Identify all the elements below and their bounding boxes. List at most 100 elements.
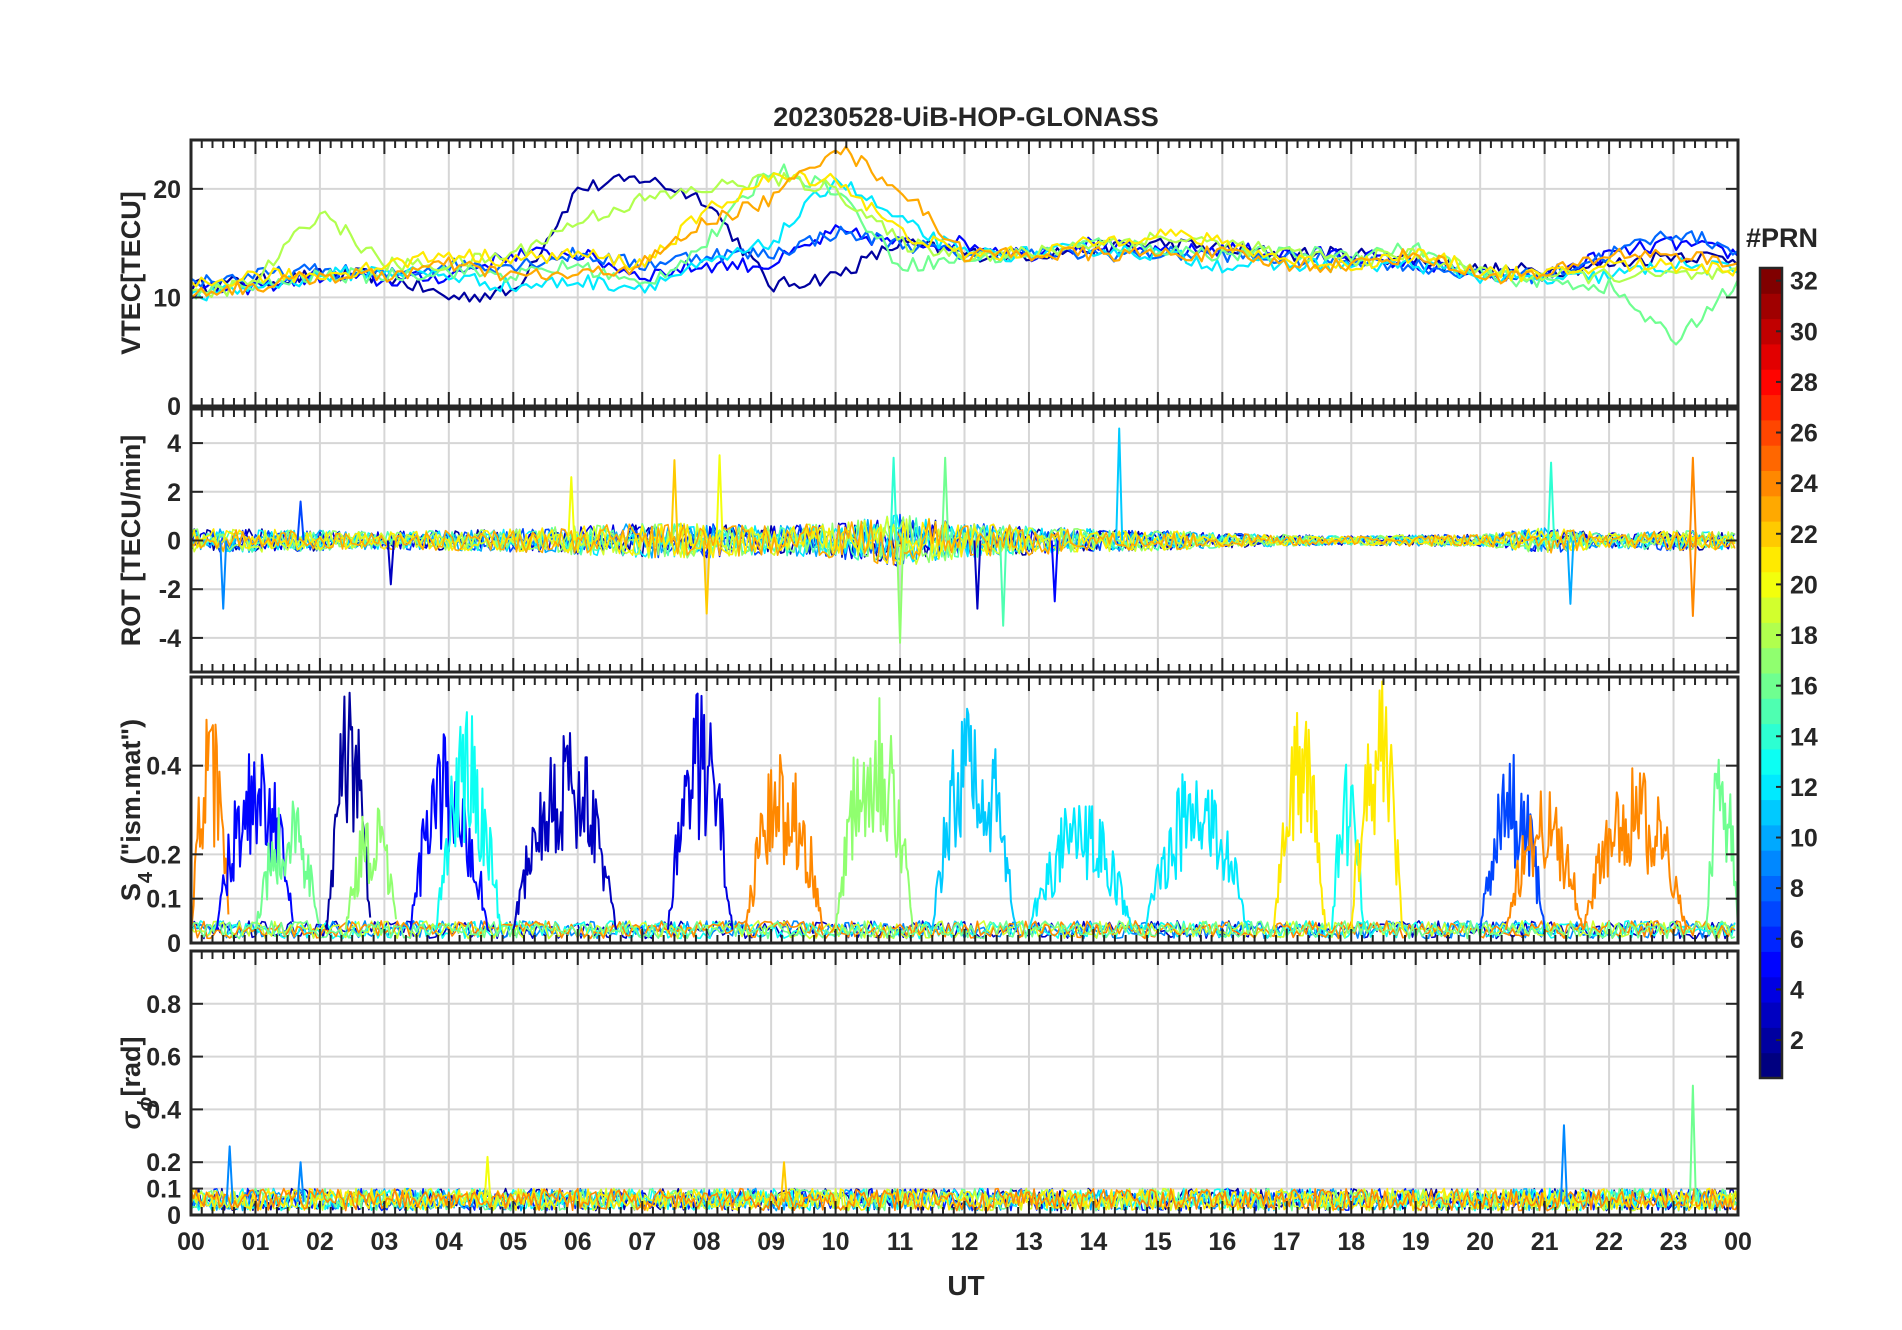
colorbar-segment [1760, 394, 1782, 421]
colorbar-tick-label: 10 [1790, 825, 1818, 853]
y-tick-label: 0.6 [146, 1044, 181, 1072]
plot-area-vtec [191, 145, 1738, 346]
x-tick-labels: 00 01 02 03 04 05 06 07 08 09 10 11 12 13 14 15 16 17 18 19… [177, 1228, 1752, 1256]
colorbar-tick-label: 32 [1790, 268, 1818, 296]
burst-prn-11 [931, 707, 1018, 930]
y-label-main: S [116, 883, 146, 901]
x-tick-label: 05 [499, 1228, 527, 1256]
colorbar-segment [1760, 521, 1782, 547]
colorbar-segment [1760, 824, 1782, 851]
x-ticks [190, 140, 1739, 407]
colorbar-segment [1760, 293, 1782, 320]
colorbar-title: #PRN [1746, 223, 1818, 253]
spike-prn-22 [670, 459, 679, 541]
y-tick-label: 0 [167, 528, 181, 556]
y-axis-label: σϕ[rad] [116, 1036, 157, 1129]
spike-prn-3 [973, 540, 982, 610]
series-prn-12 [191, 177, 1738, 302]
colorbar-segment [1760, 419, 1782, 446]
y-tick-label: 0.1 [146, 1176, 181, 1204]
colorbar-segment [1760, 343, 1782, 370]
y-tick-label: 4 [167, 430, 181, 458]
x-tick-label: 16 [1208, 1228, 1236, 1256]
spike-prn-14 [1547, 461, 1556, 541]
burst-prn-21 [1350, 680, 1404, 930]
colorbar-segment [1760, 723, 1782, 750]
colorbar-tick-label: 22 [1790, 521, 1818, 549]
colorbar-segment [1760, 369, 1782, 396]
spike-prn-3 [386, 540, 395, 586]
y-label-main: σ [116, 1111, 146, 1130]
spike-prn-20 [715, 454, 724, 541]
y-tick-labels: 0 0.1 0.2 0.4 [146, 753, 181, 958]
x-tick-label: 04 [435, 1228, 463, 1256]
x-tick-label: 00 [177, 1228, 205, 1256]
y-tick-label: 0.8 [146, 991, 181, 1019]
colorbar-tick-label: 2 [1790, 1027, 1804, 1055]
x-tick-label: 22 [1595, 1228, 1623, 1256]
y-axis-label: S4 ("ism.mat") [116, 719, 157, 901]
spike-prn-22 [780, 1161, 789, 1202]
spike-prn-10 [1566, 540, 1575, 605]
x-tick-label: 08 [693, 1228, 721, 1256]
spike-prn-9 [1559, 1124, 1568, 1202]
x-tick-label: 10 [822, 1228, 850, 1256]
series-prn-2 [191, 173, 1738, 303]
x-axis-label: UT [947, 1270, 984, 1301]
x-tick-label: 18 [1337, 1228, 1365, 1256]
y-axis-label: VTEC[TECU] [116, 191, 146, 355]
x-tick-label: 03 [370, 1228, 398, 1256]
x-tick-label: 01 [242, 1228, 270, 1256]
series-prn-23 [191, 518, 1736, 566]
colorbar-segment [1760, 976, 1782, 1003]
colorbar-tick-label: 6 [1790, 926, 1804, 954]
colorbar-tick-label: 26 [1790, 420, 1818, 448]
burst-prn-3 [512, 732, 618, 930]
x-tick-label: 07 [628, 1228, 656, 1256]
spike-prn-22 [702, 540, 711, 615]
colorbar-segment [1760, 1002, 1782, 1028]
x-tick-label: 00 [1724, 1228, 1752, 1256]
x-ticks [190, 409, 1739, 672]
x-ticks [190, 951, 1739, 1216]
spike-prn-20 [567, 476, 576, 541]
colorbar-segment [1760, 268, 1782, 294]
panel-sigma: 00.10.2 0.4 0.6 0.8 σϕ[rad] [116, 949, 1740, 1230]
x-tick-label: 20 [1466, 1228, 1494, 1256]
y-tick-label: 0.2 [146, 1149, 181, 1177]
spike-prn-20 [483, 1155, 492, 1202]
x-tick-label: 06 [564, 1228, 592, 1256]
y-tick-label: 0 [167, 393, 181, 421]
spike-prn-9 [225, 1145, 234, 1202]
colorbar-segment [1760, 546, 1782, 573]
x-tick-label: 17 [1273, 1228, 1301, 1256]
burst-prn-24 [1505, 790, 1585, 931]
colorbar-segment [1760, 445, 1782, 471]
burst-prn-24 [191, 718, 230, 930]
y-label-sub: ϕ [135, 1096, 157, 1111]
y-tick-labels: 0 10 20 [153, 176, 181, 421]
burst-prn-4 [667, 692, 734, 930]
spike-prn-16 [941, 456, 950, 541]
colorbar-segment [1760, 900, 1782, 927]
burst-prn-16 [254, 800, 320, 930]
x-tick-label: 14 [1080, 1228, 1108, 1256]
burst-prn-12 [1028, 805, 1134, 931]
y-label-rest: ("ism.mat") [116, 719, 146, 872]
y-label-sub: 4 [135, 871, 157, 883]
colorbar-segment [1760, 318, 1782, 345]
x-tick-label: 13 [1015, 1228, 1043, 1256]
colorbar-segment [1760, 875, 1782, 902]
y-tick-label: -4 [159, 625, 181, 653]
colorbar-tick-label: 12 [1790, 774, 1818, 802]
panel-rot: -4 -2 0 2 4 ROT [TECU/min] [116, 407, 1740, 674]
spike-prn-15 [999, 540, 1008, 627]
figure-title: 20230528-UiB-HOP-GLONASS [773, 102, 1159, 132]
colorbar-segment [1760, 850, 1782, 876]
spike-prn-16 [1688, 1084, 1697, 1202]
colorbar-tick-label: 14 [1790, 723, 1818, 751]
burst-prn-5 [215, 753, 294, 930]
y-tick-labels: -4 -2 0 2 4 [159, 430, 181, 653]
panel-s4: 00.10.20.4S4 ("ism.mat") [116, 675, 1740, 958]
